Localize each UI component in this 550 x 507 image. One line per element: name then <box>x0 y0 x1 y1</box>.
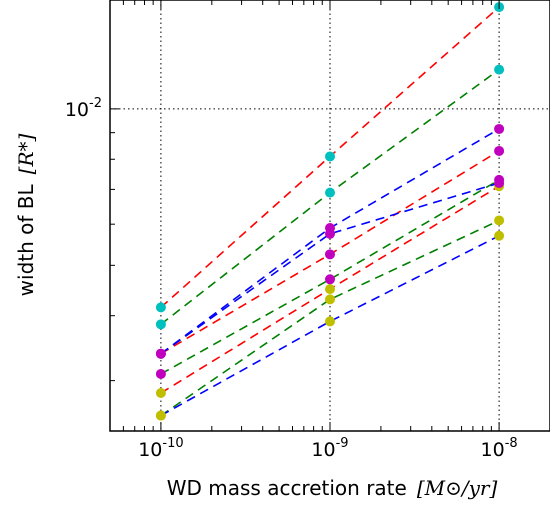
x-tick-label: 10-10 <box>138 436 183 461</box>
data-point <box>494 230 505 241</box>
data-point <box>155 368 166 379</box>
data-point <box>325 274 335 285</box>
series-line-4 <box>160 179 500 375</box>
data-point <box>155 302 166 313</box>
data-point <box>494 178 505 189</box>
data-point <box>325 284 335 295</box>
ticklabel-layer: 10-10 10-9 10-8 10-2 <box>65 96 518 461</box>
data-point <box>155 388 166 399</box>
tick-layer <box>110 0 550 431</box>
plot-frame <box>109 0 550 432</box>
x-tick-label: 10-8 <box>481 436 518 461</box>
grid-layer <box>110 0 550 431</box>
data-point <box>325 228 335 239</box>
data-point <box>494 215 505 226</box>
data-point <box>155 410 166 421</box>
data-point <box>155 348 166 359</box>
series-line-7 <box>160 235 500 417</box>
marker-layer <box>155 2 505 421</box>
y-tick-label: 10-2 <box>65 96 102 121</box>
data-point <box>325 249 335 260</box>
data-point <box>494 123 505 134</box>
data-point <box>494 145 505 156</box>
data-point <box>494 64 505 75</box>
data-point <box>325 151 335 162</box>
series-line-6 <box>160 219 500 417</box>
y-axis-label: width of BL [R*] <box>14 133 38 296</box>
x-axis-label: WD mass accretion rate [M⊙/yr] <box>167 476 498 500</box>
data-point <box>325 294 335 305</box>
series-line-8 <box>160 182 500 355</box>
data-point <box>325 316 335 327</box>
x-tick-label: 10-9 <box>311 436 348 461</box>
data-point <box>325 187 335 198</box>
data-point <box>155 319 166 330</box>
